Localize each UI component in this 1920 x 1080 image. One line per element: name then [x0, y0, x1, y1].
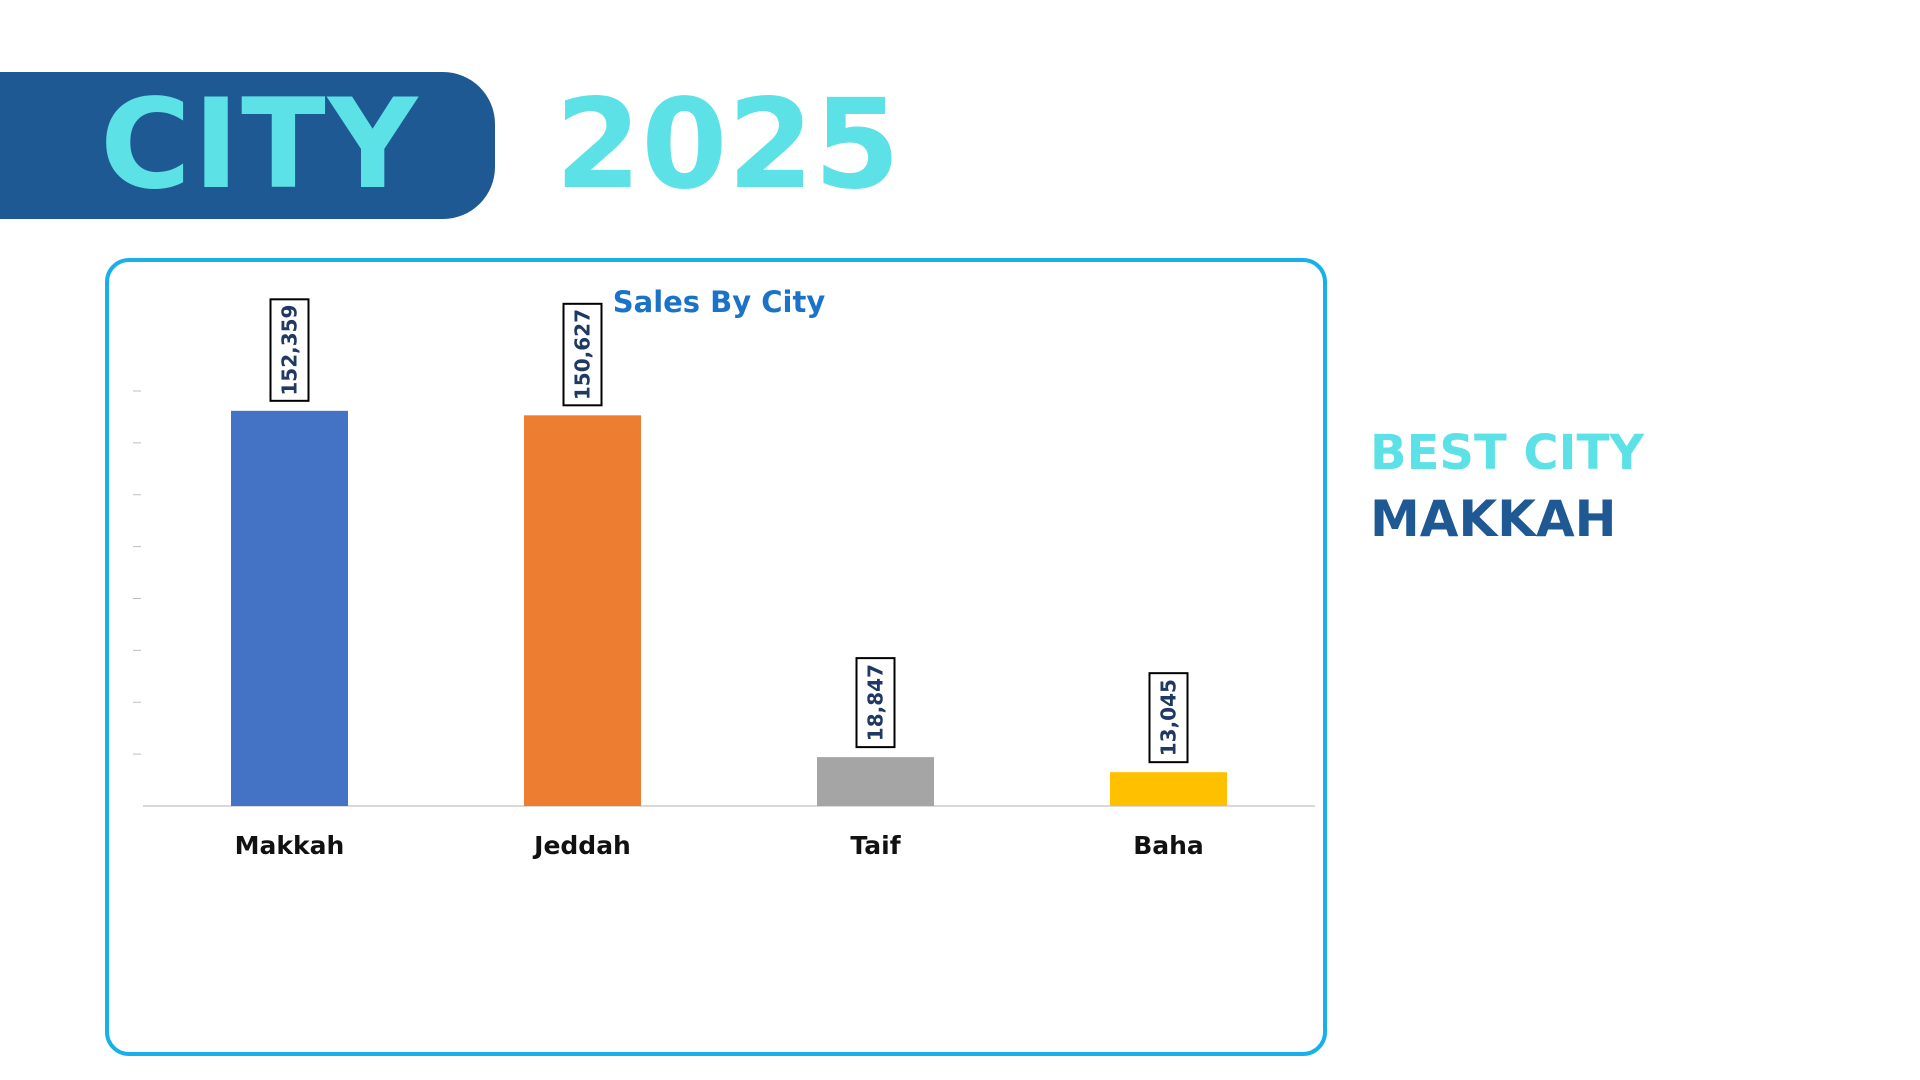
category-label: Makkah — [235, 831, 345, 860]
bar-taif — [817, 757, 934, 806]
bar-baha — [1110, 772, 1227, 806]
data-label: 152,359 — [278, 305, 302, 396]
data-label-box — [269, 298, 310, 402]
chart-panel — [105, 258, 1327, 1056]
chart-title: Sales By City — [613, 285, 826, 319]
year-label: 2025 — [555, 73, 901, 217]
best-city-value: MAKKAH — [1370, 490, 1617, 548]
title-banner — [0, 72, 495, 219]
bar-makkah — [231, 410, 348, 806]
best-city-label: BEST CITY — [1370, 425, 1644, 481]
data-label-box — [855, 657, 896, 749]
data-label: 150,627 — [571, 309, 595, 400]
data-label: 13,045 — [1157, 679, 1181, 756]
category-label: Jeddah — [532, 831, 631, 860]
page-title: CITY — [100, 73, 420, 217]
data-label-box — [1148, 672, 1189, 764]
category-label: Taif — [850, 831, 901, 860]
bar-jeddah — [524, 415, 641, 806]
data-label-box — [562, 302, 603, 407]
category-label: Baha — [1133, 831, 1204, 860]
data-label: 18,847 — [864, 664, 888, 741]
